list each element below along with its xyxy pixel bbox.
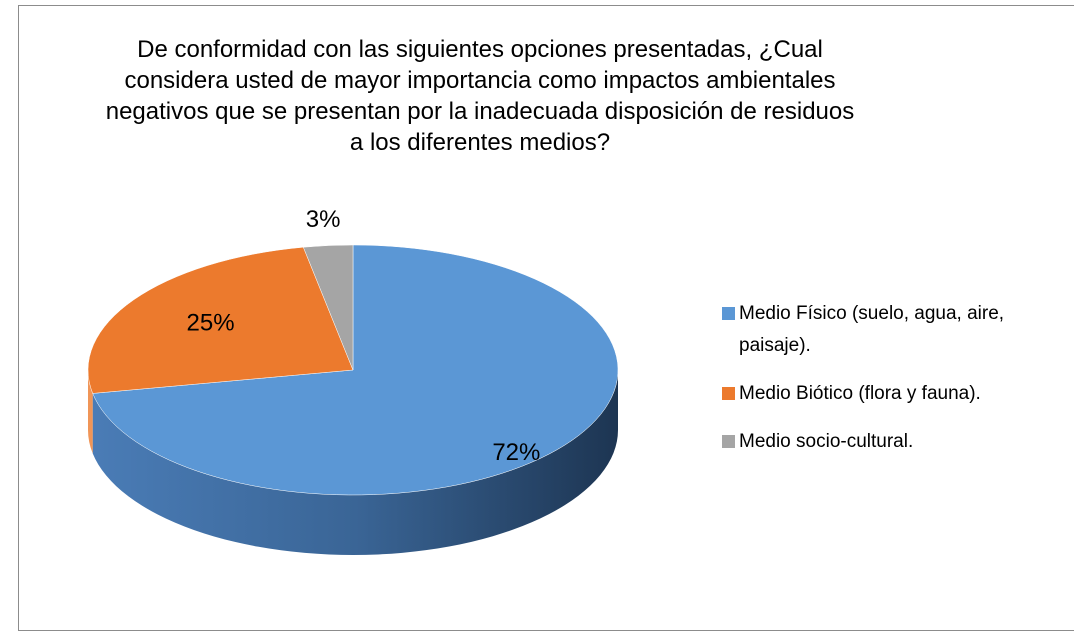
legend-swatch [722,307,735,320]
chart-frame [18,5,1074,631]
legend-swatch [722,435,735,448]
slice [87,246,354,394]
legend-swatch [722,387,735,400]
data-label: 72% [492,439,540,466]
legend-entry: Medio Biótico (flora y fauna). [722,378,1032,410]
slice [92,244,619,496]
data-label: 25% [187,310,235,337]
legend-label: Medio Físico (suelo, agua, aire, paisaje… [739,303,1005,356]
slice [302,244,354,371]
legend-label: Medio socio-cultural. [739,431,914,452]
legend-entry: Medio Físico (suelo, agua, aire, paisaje… [722,298,1032,362]
legend: Medio Físico (suelo, agua, aire, paisaje… [722,298,1032,474]
legend-entry: Medio socio-cultural. [722,426,1032,458]
slice-side [92,370,619,556]
data-label: 3% [306,206,341,233]
legend-label: Medio Biótico (flora y fauna). [739,383,981,404]
chart-title: De conformidad con las siguientes opcion… [105,36,855,156]
